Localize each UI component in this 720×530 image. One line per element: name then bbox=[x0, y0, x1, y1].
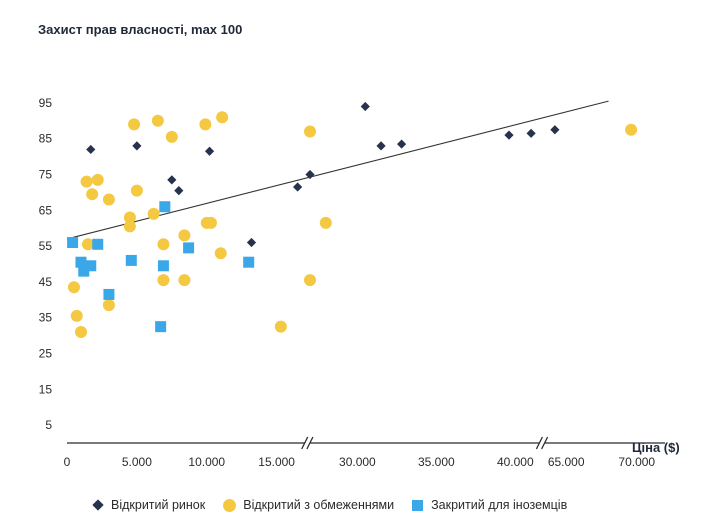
data-point-open-market bbox=[293, 182, 303, 192]
x-tick-label: 35.000 bbox=[418, 455, 455, 469]
data-point-open-market bbox=[360, 101, 370, 112]
data-point-restricted bbox=[151, 114, 164, 127]
data-point-restricted bbox=[178, 274, 191, 287]
data-point-open-market bbox=[132, 141, 142, 151]
y-tick-label: 85 bbox=[39, 132, 53, 146]
data-point-restricted bbox=[199, 118, 212, 131]
legend-item-closed: Закритий для іноземців bbox=[412, 498, 567, 512]
legend: Відкритий ринок Відкритий з обмеженнями … bbox=[92, 498, 585, 512]
y-tick-label: 35 bbox=[39, 311, 53, 325]
y-tick-label: 55 bbox=[39, 239, 53, 253]
data-point-restricted bbox=[130, 184, 143, 197]
data-point-restricted bbox=[157, 238, 170, 251]
axis-break-mark bbox=[301, 436, 309, 450]
x-tick-label: 40.000 bbox=[497, 455, 534, 469]
data-point-closed bbox=[155, 321, 167, 333]
data-point-open-market bbox=[167, 175, 177, 185]
data-point-closed bbox=[92, 238, 104, 250]
data-point-restricted bbox=[86, 188, 99, 201]
data-point-restricted bbox=[178, 229, 191, 242]
data-point-restricted bbox=[70, 309, 83, 322]
data-point-restricted bbox=[216, 111, 229, 124]
data-point-closed bbox=[125, 254, 137, 266]
data-point-restricted bbox=[123, 220, 136, 233]
data-point-closed bbox=[67, 237, 79, 249]
data-point-open-market bbox=[397, 139, 407, 149]
data-point-open-market bbox=[376, 141, 386, 151]
chart-title: Захист прав власності, max 100 bbox=[38, 22, 243, 37]
data-point-restricted bbox=[204, 216, 217, 229]
x-tick-label: 70.000 bbox=[618, 455, 655, 469]
x-tick-label: 5.000 bbox=[122, 455, 152, 469]
square-marker-icon bbox=[412, 499, 424, 511]
y-tick-label: 25 bbox=[39, 347, 53, 361]
y-tick-label: 5 bbox=[45, 418, 52, 432]
data-point-open-market bbox=[86, 144, 96, 155]
data-point-closed bbox=[78, 265, 90, 277]
data-point-restricted bbox=[91, 173, 104, 186]
data-point-restricted bbox=[80, 175, 93, 188]
data-point-restricted bbox=[319, 216, 332, 229]
data-point-restricted bbox=[274, 320, 287, 333]
y-tick-label: 15 bbox=[39, 382, 53, 396]
x-tick-label: 15.000 bbox=[258, 455, 295, 469]
axis-break-mark bbox=[306, 436, 314, 450]
data-point-restricted bbox=[128, 118, 141, 131]
axis-break-mark bbox=[541, 436, 549, 450]
legend-item-restricted: Відкритий з обмеженнями bbox=[223, 498, 394, 512]
data-point-closed bbox=[75, 256, 87, 268]
data-point-restricted bbox=[67, 281, 80, 294]
y-tick-label: 75 bbox=[39, 168, 53, 182]
data-point-restricted bbox=[304, 125, 316, 138]
data-point-open-market bbox=[246, 237, 257, 248]
data-point-restricted bbox=[147, 207, 160, 220]
data-point-open-market bbox=[204, 146, 215, 156]
axis-break-mark bbox=[535, 436, 543, 450]
data-point-restricted bbox=[102, 299, 115, 312]
data-point-open-market bbox=[305, 169, 315, 180]
x-tick-label: 10.000 bbox=[188, 455, 225, 469]
legend-label: Відкритий ринок bbox=[111, 498, 206, 512]
legend-label: Закритий для іноземців bbox=[431, 498, 568, 512]
x-axis-label: Ціна ($) bbox=[632, 440, 680, 455]
circle-marker-icon bbox=[223, 498, 237, 512]
data-point-restricted bbox=[81, 238, 94, 251]
y-tick-label: 65 bbox=[39, 203, 53, 217]
diamond-marker-icon bbox=[92, 499, 104, 511]
data-point-closed bbox=[157, 260, 169, 272]
trendline bbox=[66, 100, 609, 240]
data-point-open-market bbox=[504, 130, 514, 140]
legend-label: Відкритий з обмеженнями bbox=[243, 498, 395, 512]
data-point-restricted bbox=[123, 211, 136, 224]
legend-item-open-market: Відкритий ринок bbox=[92, 498, 205, 512]
data-point-closed bbox=[183, 242, 195, 254]
data-point-closed bbox=[243, 256, 255, 268]
x-tick-label: 65.000 bbox=[548, 455, 585, 469]
y-tick-label: 45 bbox=[39, 275, 53, 289]
data-point-closed bbox=[85, 260, 97, 272]
data-point-closed bbox=[159, 201, 171, 213]
data-point-closed bbox=[103, 288, 115, 300]
data-point-restricted bbox=[214, 247, 227, 260]
x-tick-label: 30.000 bbox=[339, 455, 376, 469]
data-point-open-market bbox=[550, 125, 560, 135]
data-point-restricted bbox=[165, 130, 178, 143]
data-point-restricted bbox=[625, 123, 638, 136]
x-tick-label: 0 bbox=[64, 455, 71, 469]
data-point-restricted bbox=[157, 274, 170, 287]
data-point-restricted bbox=[74, 326, 87, 339]
data-point-open-market bbox=[526, 128, 536, 138]
data-point-open-market bbox=[174, 186, 184, 196]
y-tick-label: 95 bbox=[39, 96, 53, 110]
data-point-restricted bbox=[304, 274, 316, 287]
data-point-restricted bbox=[102, 193, 115, 206]
